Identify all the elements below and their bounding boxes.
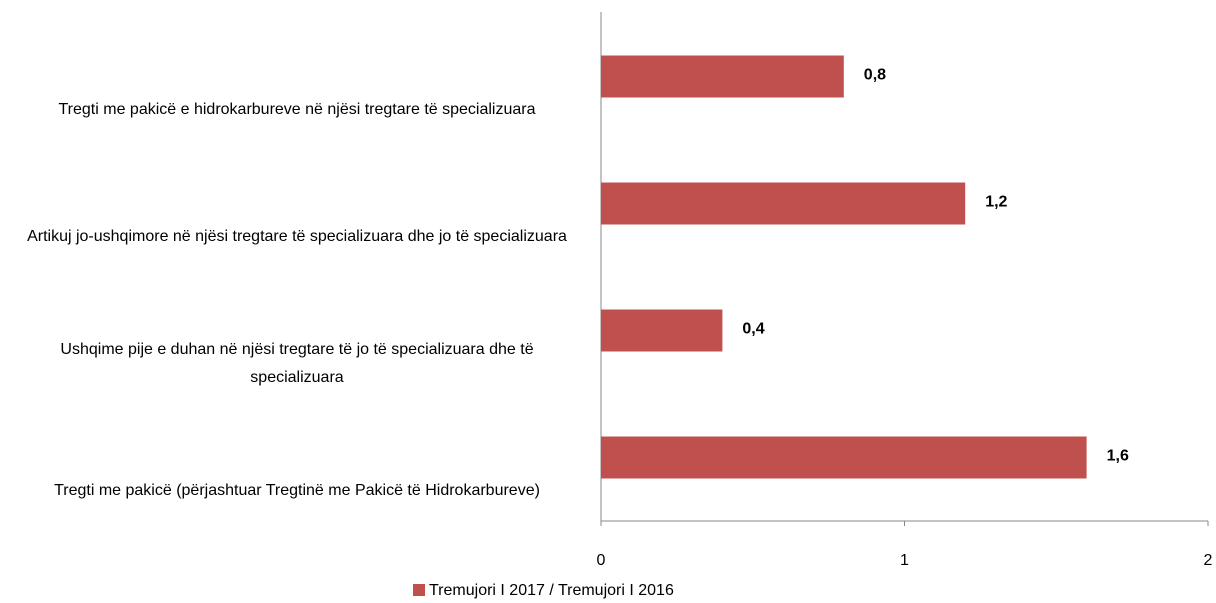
x-tick-label: 2 [1204, 552, 1213, 569]
y-tick-label: Tregti me pakicë (përjashtuar Tregtinë m… [54, 481, 540, 499]
legend-label: Tremujori I 2017 / Tremujori I 2016 [429, 582, 674, 599]
bar [601, 55, 844, 98]
bar [601, 182, 966, 225]
bar [601, 436, 1087, 479]
y-tick-label: Ushqime pije e duhan në njësi tregtare t… [60, 340, 534, 386]
bar [601, 309, 723, 352]
x-tick-label: 0 [597, 552, 606, 569]
y-tick-label: Artikuj jo-ushqimore në njësi tregtare t… [27, 227, 567, 245]
value-label: 1,6 [1107, 448, 1129, 465]
value-label: 0,8 [864, 67, 886, 84]
x-tick-label: 1 [900, 552, 909, 569]
legend-swatch [413, 584, 425, 596]
y-tick-label: Tregti me pakicë e hidrokarbureve në një… [58, 100, 536, 118]
value-label: 1,2 [985, 194, 1007, 211]
value-label: 0,4 [742, 321, 764, 338]
